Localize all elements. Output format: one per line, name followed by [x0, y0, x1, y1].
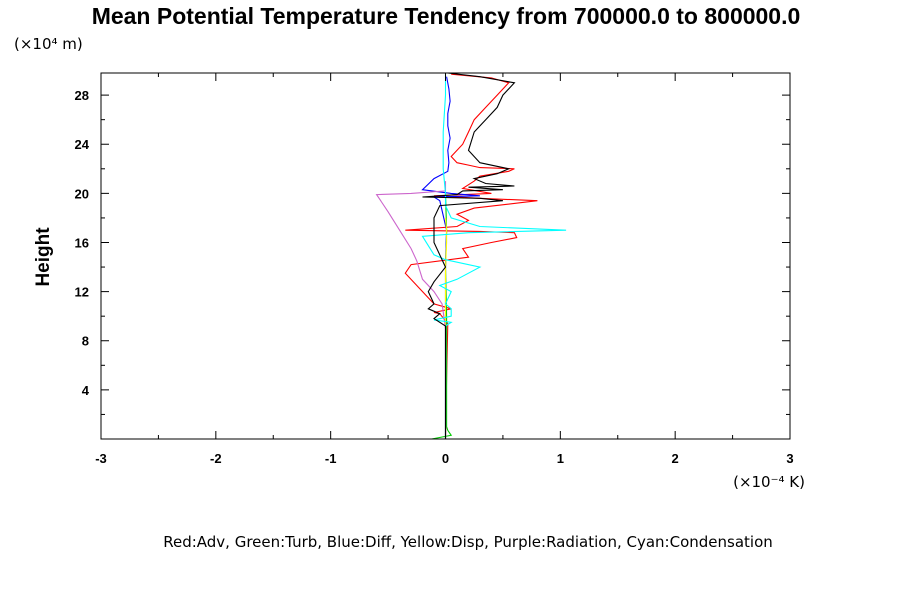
y-tick-label: 24: [75, 137, 90, 152]
series-line-condensation: [421, 74, 567, 439]
series-line-radiation: [375, 181, 447, 439]
y-tick-label: 8: [82, 334, 89, 349]
y-axis-label: Height: [33, 227, 54, 287]
y-tick-label: 4: [82, 383, 90, 398]
x-tick-label: 0: [442, 451, 449, 466]
x-tick-label: 2: [672, 451, 679, 466]
plot-area: [375, 72, 567, 440]
series-line-total-6: [422, 72, 516, 439]
y-tick-label: 28: [75, 88, 89, 103]
chart-title: Mean Potential Temperature Tendency from…: [92, 3, 801, 29]
x-scale-label: (×10⁻⁴ K): [733, 473, 805, 491]
series-line-adv: [404, 73, 538, 440]
x-tick-label: -3: [95, 451, 107, 466]
legend-text: Red:Adv, Green:Turb, Blue:Diff, Yellow:D…: [163, 533, 773, 551]
x-tick-label: 3: [786, 451, 793, 466]
x-tick-label: 1: [557, 451, 564, 466]
x-tick-label: -1: [325, 451, 337, 466]
y-scale-label: (×10⁴ m): [14, 35, 83, 53]
series-line-diff: [421, 76, 480, 439]
y-tick-label: 16: [75, 235, 89, 250]
x-tick-label: -2: [210, 451, 222, 466]
y-tick-label: 12: [75, 285, 89, 300]
y-tick-label: 20: [75, 186, 89, 201]
